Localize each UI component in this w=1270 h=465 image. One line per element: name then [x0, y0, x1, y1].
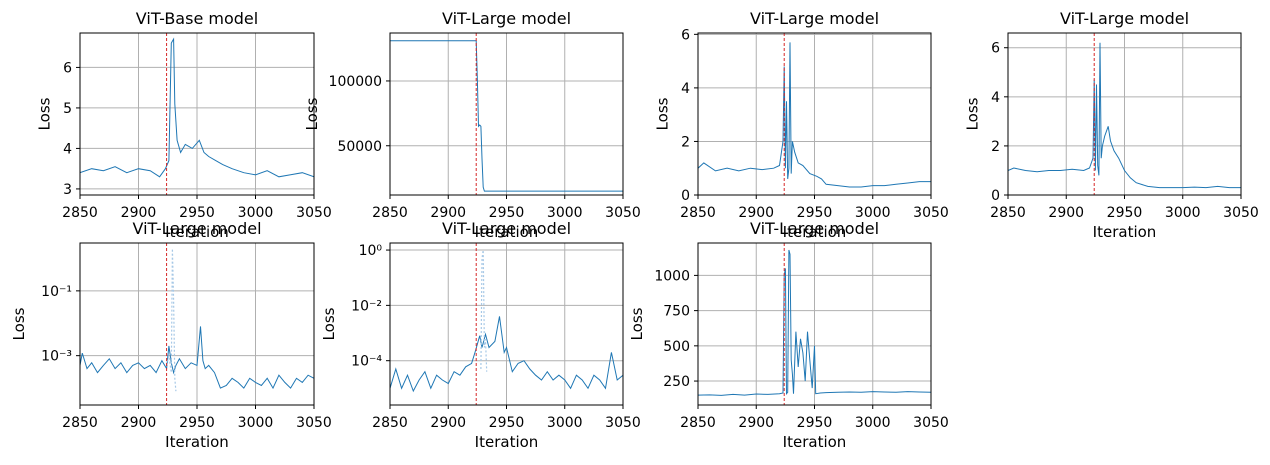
chart-panel-5: 2850 2900 2950 3000 3050 10⁻³ 10⁻¹ ViT-Large mo… — [10, 219, 332, 451]
x-tick-label: 3000 — [1165, 205, 1201, 221]
y-axis-label: Loss — [964, 97, 982, 130]
y-axis-label: Loss — [628, 307, 646, 340]
chart-title: ViT-Large model — [442, 9, 571, 28]
series-line-1 — [698, 249, 931, 396]
x-tick-label: 3000 — [855, 205, 891, 221]
y-axis-label: Loss — [654, 97, 672, 130]
y-tick-label: 10⁻³ — [41, 349, 72, 365]
x-axis-label: Iteration — [475, 223, 539, 241]
x-tick-label: 2900 — [738, 415, 774, 431]
x-tick-label: 2950 — [489, 415, 525, 431]
y-tick-label: 2 — [681, 134, 690, 150]
y-tick-label: 10⁻² — [351, 298, 382, 314]
y-tick-label: 750 — [663, 304, 690, 320]
x-tick-label: 3050 — [605, 415, 641, 431]
x-tick-label: 3000 — [547, 205, 583, 221]
y-tick-label: 6 — [681, 27, 690, 43]
x-axis-label: Iteration — [475, 433, 539, 451]
x-tick-label: 3000 — [238, 205, 274, 221]
series-line-1 — [80, 326, 314, 390]
chart-title: ViT-Large model — [132, 219, 261, 238]
chart-panel-1: 2850 2900 2950 3000 3050 3 4 5 6 ViT-Base model It… — [36, 9, 332, 241]
chart-title: ViT-Large model — [442, 219, 571, 238]
chart-title: ViT-Large model — [1060, 9, 1189, 28]
x-tick-label: 2850 — [62, 205, 98, 221]
y-tick-label: 0 — [991, 188, 1000, 204]
y-tick-label: 0 — [681, 188, 690, 204]
y-tick-label: 10⁻⁴ — [351, 354, 382, 370]
x-tick-label: 2900 — [738, 205, 774, 221]
x-tick-label: 3050 — [913, 205, 949, 221]
x-tick-label: 2850 — [680, 205, 716, 221]
x-tick-label: 3050 — [296, 205, 332, 221]
y-axis-label: Loss — [10, 307, 28, 340]
x-tick-label: 2850 — [372, 415, 408, 431]
chart-title: ViT-Base model — [136, 9, 258, 28]
chart-title: ViT-Large model — [750, 9, 879, 28]
x-tick-label: 2900 — [1048, 205, 1084, 221]
x-tick-label: 3050 — [605, 205, 641, 221]
y-tick-label: 10⁻¹ — [41, 284, 72, 300]
x-tick-label: 3050 — [1223, 205, 1259, 221]
chart-panel-6: 2850 2900 2950 3000 3050 10⁻⁴ 10⁻² 10⁰ ViT-Large… — [320, 219, 641, 451]
x-tick-label: 3050 — [913, 415, 949, 431]
x-tick-label: 2900 — [430, 205, 466, 221]
x-tick-label: 2950 — [489, 205, 525, 221]
series-line-1 — [80, 37, 314, 178]
x-tick-label: 2950 — [179, 205, 215, 221]
x-tick-label: 2850 — [680, 415, 716, 431]
x-tick-label: 2900 — [430, 415, 466, 431]
x-tick-label: 3050 — [296, 415, 332, 431]
x-tick-label: 2950 — [797, 415, 833, 431]
y-tick-label: 5 — [63, 101, 72, 117]
x-tick-label: 2900 — [121, 205, 157, 221]
x-tick-label: 2850 — [62, 415, 98, 431]
x-tick-label: 2850 — [990, 205, 1026, 221]
y-tick-label: 1000 — [654, 268, 690, 284]
y-axis-label: Loss — [303, 97, 321, 130]
x-axis-label: Iteration — [165, 223, 229, 241]
series-line-1 — [698, 42, 931, 188]
x-tick-label: 2950 — [179, 415, 215, 431]
y-tick-label: 4 — [991, 90, 1000, 106]
series-line-1 — [1008, 42, 1241, 189]
x-tick-label: 3000 — [855, 415, 891, 431]
y-tick-label: 10⁰ — [359, 243, 383, 259]
y-axis-label: Loss — [320, 307, 338, 340]
y-tick-label: 500 — [663, 339, 690, 355]
y-tick-label: 3 — [63, 182, 72, 198]
y-tick-label: 100000 — [329, 74, 382, 90]
x-tick-label: 2900 — [121, 415, 157, 431]
y-tick-label: 4 — [681, 81, 690, 97]
y-tick-label: 6 — [991, 41, 1000, 57]
chart-panel-4: 2850 2900 2950 3000 3050 0 2 4 6 ViT-Large model I… — [964, 9, 1259, 241]
y-tick-label: 250 — [663, 374, 690, 390]
x-tick-label: 2950 — [1107, 205, 1143, 221]
chart-panel-2: 2850 2900 2950 3000 3050 50000 100000 ViT-Large… — [303, 9, 641, 241]
series-line-2 — [480, 250, 488, 372]
y-tick-label: 6 — [63, 60, 72, 76]
y-tick-label: 50000 — [337, 139, 382, 155]
series-line-2 — [166, 248, 177, 392]
x-tick-label: 2850 — [372, 205, 408, 221]
x-axis-label: Iteration — [165, 433, 229, 451]
chart-panel-7: 2850 2900 2950 3000 3050 250 500 750 1000 ViT-Lar… — [628, 219, 949, 451]
x-axis-label: Iteration — [783, 223, 847, 241]
x-axis-label: Iteration — [1093, 223, 1157, 241]
chart-title: ViT-Large model — [750, 219, 879, 238]
x-axis-label: Iteration — [783, 433, 847, 451]
y-axis-label: Loss — [36, 97, 54, 130]
x-tick-label: 3000 — [547, 415, 583, 431]
series-line-1 — [390, 316, 623, 393]
y-tick-label: 4 — [63, 141, 72, 157]
x-tick-label: 3000 — [238, 415, 274, 431]
x-tick-label: 2950 — [797, 205, 833, 221]
y-tick-label: 2 — [991, 139, 1000, 155]
